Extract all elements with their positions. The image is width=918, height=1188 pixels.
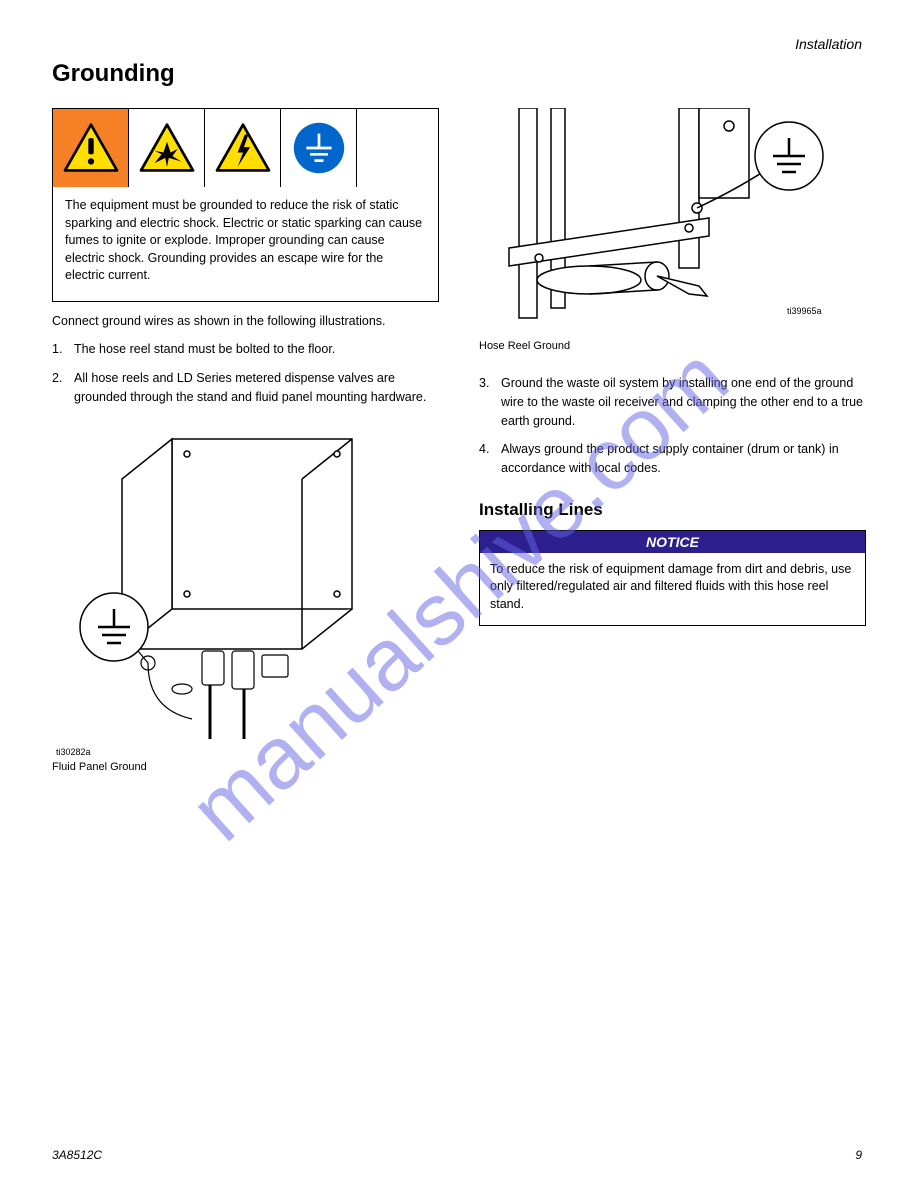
header-section: Installation xyxy=(795,36,862,52)
step-3: 3. Ground the waste oil system by instal… xyxy=(479,374,866,430)
left-column: The equipment must be grounded to reduce… xyxy=(52,108,439,773)
step-1: 1. The hose reel stand must be bolted to… xyxy=(52,340,439,359)
svg-text:ti39965a: ti39965a xyxy=(787,306,822,316)
right-column: ti39965a Hose Reel Ground 3. Ground the … xyxy=(479,108,866,773)
warning-icon-shock xyxy=(205,109,281,187)
warning-box: The equipment must be grounded to reduce… xyxy=(52,108,439,302)
warning-icon-explosion xyxy=(129,109,205,187)
page-footer: 3A8512C 9 xyxy=(52,1148,862,1162)
figure1-caption: Fluid Panel Ground xyxy=(52,761,439,773)
step-1-text: The hose reel stand must be bolted to th… xyxy=(74,340,335,359)
notice-label: NOTICE xyxy=(480,531,865,553)
step-2-num: 2. xyxy=(52,369,66,407)
step-1-num: 1. xyxy=(52,340,66,359)
step-4: 4. Always ground the product supply cont… xyxy=(479,440,866,478)
notice-box: NOTICE To reduce the risk of equipment d… xyxy=(479,530,866,627)
figure-fluid-panel: ti30282a Fluid Panel Ground xyxy=(52,419,439,773)
intro-text: Connect ground wires as shown in the fol… xyxy=(52,312,439,331)
step-3-text: Ground the waste oil system by installin… xyxy=(501,374,866,430)
warning-icon-empty xyxy=(357,109,438,187)
installing-lines-heading: Installing Lines xyxy=(479,500,866,520)
figure-hose-reel: ti39965a Hose Reel Ground xyxy=(479,108,866,352)
step-3-num: 3. xyxy=(479,374,493,430)
notice-body: To reduce the risk of equipment damage f… xyxy=(480,553,865,626)
footer-pagenum: 9 xyxy=(855,1148,862,1162)
step-4-text: Always ground the product supply contain… xyxy=(501,440,866,478)
step-4-num: 4. xyxy=(479,440,493,478)
warning-icon-general xyxy=(53,109,129,187)
figure2-caption: Hose Reel Ground xyxy=(479,340,866,352)
warning-icon-row xyxy=(53,109,438,187)
step-2-text: All hose reels and LD Series metered dis… xyxy=(74,369,439,407)
step-2: 2. All hose reels and LD Series metered … xyxy=(52,369,439,407)
svg-text:ti30282a: ti30282a xyxy=(56,747,91,757)
warning-body-text: The equipment must be grounded to reduce… xyxy=(53,187,438,301)
footer-docid: 3A8512C xyxy=(52,1148,102,1162)
warning-icon-ground xyxy=(281,109,357,187)
page-title: Grounding xyxy=(52,60,866,88)
